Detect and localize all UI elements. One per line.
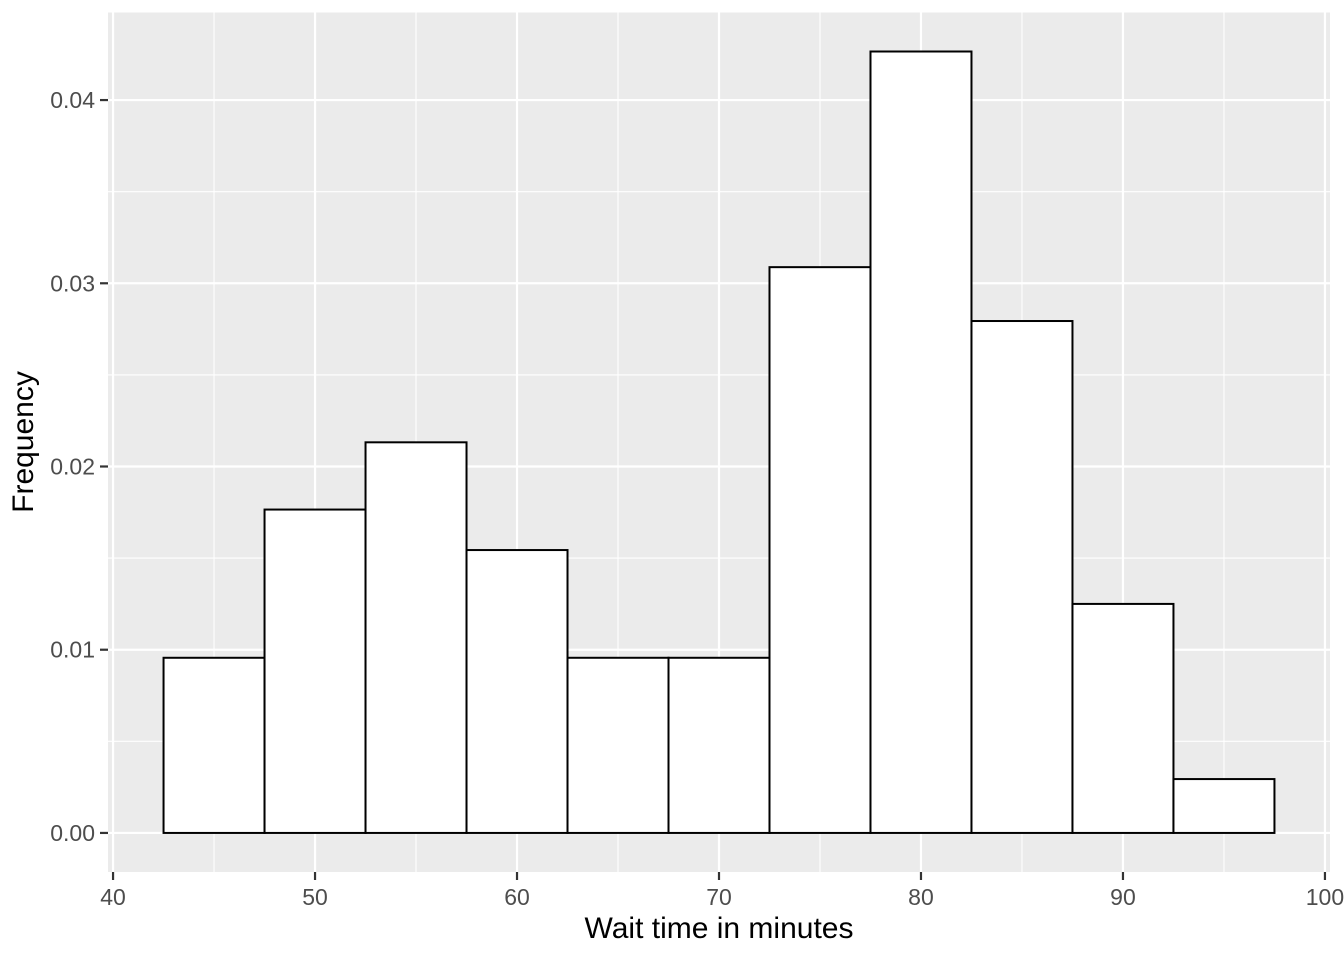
y-axis-title: Frequency bbox=[7, 371, 40, 513]
x-tick-label: 50 bbox=[302, 884, 328, 910]
y-tick-label: 0.04 bbox=[50, 87, 95, 113]
x-axis-title: Wait time in minutes bbox=[585, 912, 854, 945]
histogram-bar bbox=[566, 656, 670, 834]
x-tick-label: 60 bbox=[504, 884, 530, 910]
x-tick-label: 90 bbox=[1110, 884, 1136, 910]
histogram-bar bbox=[667, 656, 771, 834]
y-tick-label: 0.03 bbox=[50, 270, 95, 296]
y-tick-label: 0.00 bbox=[50, 820, 95, 846]
y-tick-label: 0.01 bbox=[50, 637, 95, 663]
histogram-bar bbox=[263, 508, 367, 834]
histogram-bar bbox=[869, 50, 973, 834]
plot-panel-layer bbox=[108, 12, 1330, 872]
axis-layer: 40 50 60 70 80 90 100 0.00 0.01 0.02 0.03 0.04 bbox=[50, 87, 1344, 910]
x-tick-label: 70 bbox=[706, 884, 732, 910]
histogram-bar bbox=[1172, 778, 1276, 834]
x-tick-label: 100 bbox=[1306, 884, 1344, 910]
histogram-bar bbox=[364, 441, 468, 834]
y-tick-label: 0.02 bbox=[50, 453, 95, 479]
histogram-bar bbox=[1071, 602, 1175, 834]
x-tick-label: 40 bbox=[100, 884, 126, 910]
histogram-bar bbox=[970, 320, 1074, 834]
histogram-bar bbox=[465, 549, 569, 834]
x-tick-label: 80 bbox=[908, 884, 934, 910]
histogram-bar bbox=[768, 266, 872, 834]
histogram-bar bbox=[162, 656, 266, 834]
